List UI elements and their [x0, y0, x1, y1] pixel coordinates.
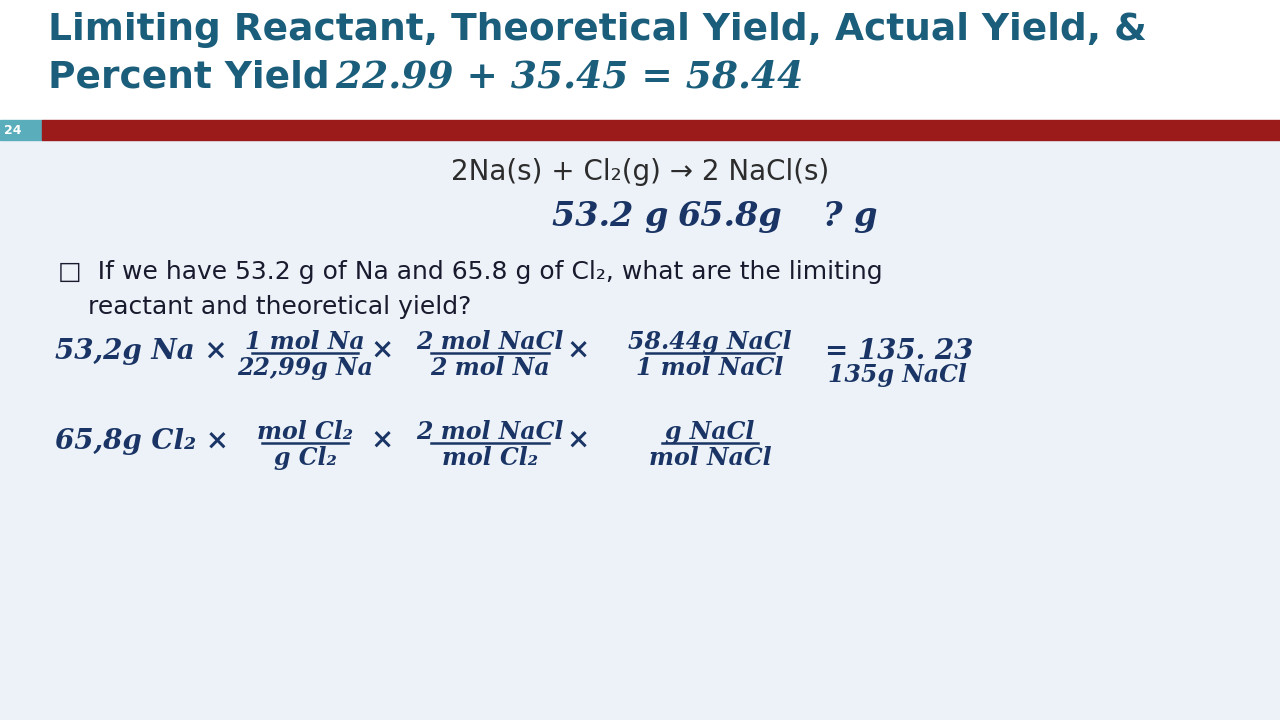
- Text: 22,99g Na: 22,99g Na: [237, 356, 372, 380]
- Text: g Cl₂: g Cl₂: [274, 446, 337, 470]
- Text: 2 mol Na: 2 mol Na: [430, 356, 550, 380]
- Text: 24: 24: [4, 124, 22, 137]
- Text: g NaCl: g NaCl: [666, 420, 755, 444]
- Text: Percent Yield: Percent Yield: [49, 60, 330, 96]
- Text: mol Cl₂: mol Cl₂: [442, 446, 538, 470]
- Text: ? g: ? g: [823, 200, 877, 233]
- Bar: [0, 0, 1280, 120]
- Text: 58.44g NaCl: 58.44g NaCl: [628, 330, 792, 354]
- Text: mol NaCl: mol NaCl: [649, 446, 772, 470]
- Text: 2 mol NaCl: 2 mol NaCl: [416, 420, 563, 444]
- Text: 135g NaCl: 135g NaCl: [828, 363, 966, 387]
- Text: 2 mol NaCl: 2 mol NaCl: [416, 330, 563, 354]
- Text: ×: ×: [370, 338, 394, 365]
- Text: ×: ×: [566, 338, 590, 365]
- Text: mol Cl₂: mol Cl₂: [257, 420, 353, 444]
- Text: ×: ×: [370, 428, 394, 455]
- Text: reactant and theoretical yield?: reactant and theoretical yield?: [88, 295, 471, 319]
- Text: □  If we have 53.2 g of Na and 65.8 g of Cl₂, what are the limiting: □ If we have 53.2 g of Na and 65.8 g of …: [58, 260, 883, 284]
- Bar: [0, 120, 42, 140]
- Text: ×: ×: [566, 428, 590, 455]
- Text: 53.2 g: 53.2 g: [552, 200, 668, 233]
- Text: 1 mol NaCl: 1 mol NaCl: [636, 356, 783, 380]
- Text: 65.8g: 65.8g: [677, 200, 782, 233]
- Text: 1 mol Na: 1 mol Na: [246, 330, 365, 354]
- Text: 53,2g Na ×: 53,2g Na ×: [55, 338, 228, 365]
- Bar: [0, 140, 1280, 720]
- Text: 65,8g Cl₂ ×: 65,8g Cl₂ ×: [55, 428, 229, 455]
- Bar: [42, 120, 1280, 140]
- Text: = 135. 23: = 135. 23: [826, 338, 973, 365]
- Text: 22.99 + 35.45 = 58.44: 22.99 + 35.45 = 58.44: [310, 58, 804, 95]
- Text: Limiting Reactant, Theoretical Yield, Actual Yield, &: Limiting Reactant, Theoretical Yield, Ac…: [49, 12, 1147, 48]
- Text: 2Na(s) + Cl₂(g) → 2 NaCl(s): 2Na(s) + Cl₂(g) → 2 NaCl(s): [451, 158, 829, 186]
